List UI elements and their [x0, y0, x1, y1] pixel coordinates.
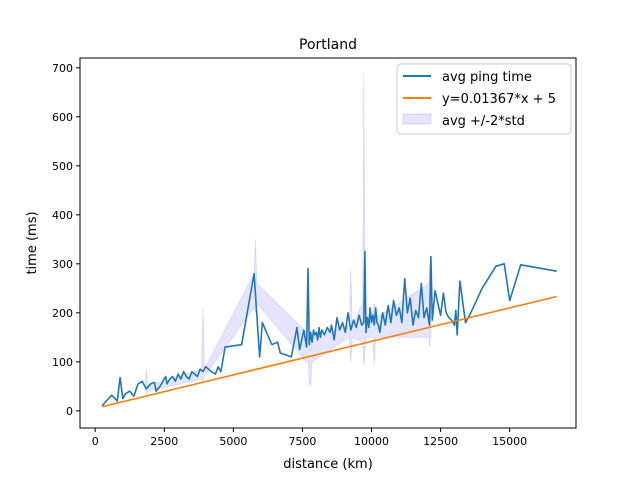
legend-label-avg-ping: avg ping time [442, 70, 532, 85]
x-tick-label: 7500 [288, 435, 316, 448]
series-line-fit [101, 295, 557, 408]
legend: avg ping time y=0.01367*x + 5 avg +/-2*s… [396, 63, 572, 135]
legend-label-std-band: avg +/-2*std [442, 114, 525, 129]
plot-area [79, 57, 577, 429]
chart-title: Portland [299, 37, 357, 53]
series-layer [101, 250, 557, 408]
x-axis: 0 2500 5000 7500 10000 12500 15000 [92, 428, 527, 448]
y-tick-label: 700 [52, 62, 73, 75]
x-tick-label: 15000 [492, 435, 527, 448]
y-axis: 0 100 200 300 400 500 600 700 [52, 62, 80, 418]
y-tick-label: 300 [52, 258, 73, 271]
y-tick-label: 400 [52, 209, 73, 222]
y-tick-label: 500 [52, 160, 73, 173]
legend-frame [396, 63, 572, 135]
y-tick-label: 600 [52, 111, 73, 124]
x-tick-label: 5000 [219, 435, 247, 448]
y-axis-label: time (ms) [25, 211, 40, 274]
series-line-avg-ping [101, 250, 557, 407]
legend-label-fit-line: y=0.01367*x + 5 [442, 92, 556, 107]
legend-swatch-std-band [402, 113, 432, 125]
y-tick-label: 100 [52, 356, 73, 369]
y-tick-label: 200 [52, 307, 73, 320]
x-axis-label: distance (km) [283, 457, 373, 472]
x-tick-label: 10000 [354, 435, 389, 448]
x-tick-label: 2500 [150, 435, 178, 448]
x-tick-label: 12500 [423, 435, 458, 448]
y-tick-label: 0 [66, 405, 73, 418]
axes-frame [79, 57, 577, 429]
x-tick-label: 0 [92, 435, 99, 448]
